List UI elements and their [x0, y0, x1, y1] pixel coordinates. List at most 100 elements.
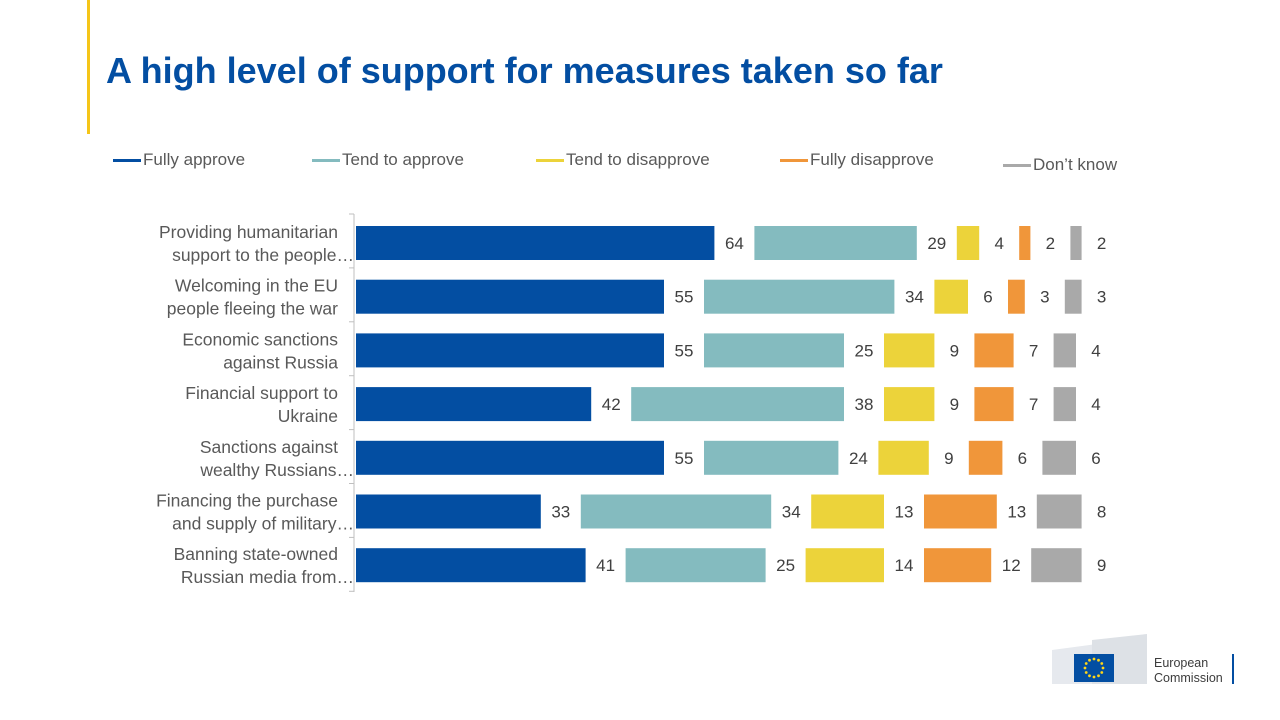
bar-segment	[704, 333, 844, 368]
legend-label: Don’t know	[1033, 155, 1118, 174]
bar-segment	[1008, 279, 1025, 314]
bar-segment	[974, 333, 1014, 368]
data-label: 34	[905, 288, 924, 307]
flag-star	[1092, 657, 1096, 661]
bar-segment	[1064, 279, 1082, 314]
category-label-line: Providing humanitarian	[159, 222, 338, 242]
bar-segment	[704, 279, 895, 314]
legend-item: Don’t know	[1003, 155, 1117, 175]
data-label: 9	[944, 449, 953, 468]
bar-segment	[878, 440, 929, 475]
data-label: 33	[551, 503, 570, 522]
bar-segment	[356, 494, 541, 529]
data-label: 25	[855, 341, 874, 360]
flag-star	[1097, 658, 1100, 662]
bar-segment	[924, 494, 997, 529]
bar-segment	[924, 548, 992, 583]
data-label: 14	[895, 556, 914, 575]
data-label: 6	[1091, 449, 1100, 468]
flag-star	[1100, 671, 1104, 674]
data-label: 24	[849, 449, 868, 468]
category-label-line: wealthy Russians…	[199, 460, 354, 480]
bar-segment	[1019, 226, 1031, 260]
bar-segment	[631, 387, 844, 422]
legend-label: Fully disapprove	[810, 150, 934, 169]
logo-rule	[1232, 654, 1234, 684]
flag-star	[1097, 674, 1100, 678]
legend-item: Fully disapprove	[780, 150, 934, 170]
flag-star	[1084, 662, 1088, 665]
legend-swatch	[1003, 163, 1031, 167]
legend-swatch	[536, 158, 564, 162]
bar-segment	[934, 279, 968, 314]
data-label: 41	[596, 556, 615, 575]
data-label: 4	[1091, 395, 1100, 414]
logo-line-1: European	[1154, 656, 1209, 670]
category-label-line: Financing the purchase	[156, 491, 338, 511]
data-label: 8	[1097, 503, 1106, 522]
accent-line	[87, 0, 90, 134]
bar-segment	[1053, 387, 1076, 422]
category-label-line: Sanctions against	[200, 437, 338, 457]
logo-line-2: Commission	[1154, 671, 1223, 685]
category-label-line: against Russia	[223, 352, 338, 372]
bar-segment	[1070, 226, 1082, 260]
data-label: 55	[675, 341, 694, 360]
data-label: 38	[855, 395, 874, 414]
eu-flag-icon	[1052, 634, 1147, 684]
category-label-line: support to the people…	[172, 245, 354, 265]
data-label: 9	[950, 395, 959, 414]
chart-legend: Fully approve Tend to approve Tend to disa…	[0, 150, 1280, 180]
category-label-line: people fleeing the war	[167, 299, 338, 319]
bar-segment	[580, 494, 772, 529]
data-label: 12	[1002, 556, 1021, 575]
legend-item: Tend to disapprove	[536, 150, 710, 170]
category-label-line: Financial support to	[185, 383, 338, 403]
flag-star	[1084, 671, 1088, 674]
legend-label: Tend to disapprove	[566, 150, 710, 169]
bar-segment	[1053, 333, 1076, 368]
bar-segment	[704, 440, 839, 475]
data-label: 2	[1046, 234, 1055, 253]
category-label: Sanctions against wealthy Russians…	[199, 437, 354, 480]
flag-star	[1088, 658, 1091, 662]
flag-star	[1101, 666, 1105, 670]
bar-segment	[974, 387, 1014, 422]
bar-segment	[1042, 440, 1076, 475]
category-label: Banning state-owned Russian media from…	[174, 544, 354, 587]
category-label-line: Economic sanctions	[182, 329, 338, 349]
category-label-line: Banning state-owned	[174, 544, 338, 564]
data-label: 4	[994, 234, 1003, 253]
bar-segment	[956, 226, 980, 260]
data-label: 29	[927, 234, 946, 253]
data-label: 3	[1040, 288, 1049, 307]
bar-segment	[356, 387, 592, 422]
bar-segment	[356, 333, 664, 368]
category-label: Economic sanctions against Russia	[182, 329, 338, 372]
legend-swatch	[312, 158, 340, 162]
category-label-line: Russian media from…	[181, 567, 354, 587]
bar-segment	[1036, 494, 1082, 529]
legend-swatch	[780, 158, 808, 162]
data-label: 3	[1097, 288, 1106, 307]
category-label: Providing humanitarian support to the peo…	[159, 222, 354, 265]
bar-segment	[1031, 548, 1082, 583]
flag-star	[1083, 666, 1087, 670]
data-label: 2	[1097, 234, 1106, 253]
data-label: 9	[1097, 556, 1106, 575]
data-label: 13	[1007, 503, 1026, 522]
legend-item: Fully approve	[113, 150, 245, 170]
bar-segment	[805, 548, 884, 583]
category-label-line: Ukraine	[278, 406, 338, 426]
data-label: 55	[675, 449, 694, 468]
data-label: 4	[1091, 341, 1100, 360]
category-label-line: Welcoming in the EU	[175, 276, 338, 296]
data-label: 9	[950, 341, 959, 360]
flag-star	[1088, 674, 1091, 678]
bar-segment	[968, 440, 1003, 475]
data-label: 55	[675, 288, 694, 307]
flag-star	[1100, 662, 1104, 665]
bar-segment	[356, 279, 664, 314]
